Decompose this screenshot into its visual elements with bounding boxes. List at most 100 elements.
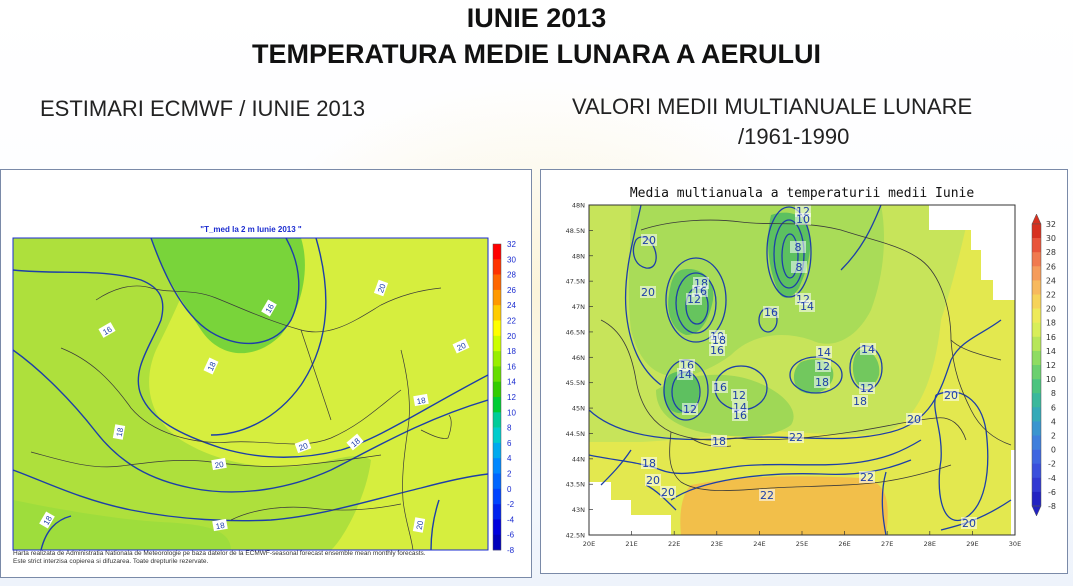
ecmwf-colorbar-swatch [493, 504, 501, 520]
climatology-field-carpathians-east [852, 349, 880, 388]
latitude-tick-label: 46N [572, 354, 585, 362]
climatology-axes: 48N 48.5N 48N 47.5N 47N 46.5N 46N 45.5N 45N 44.5N… [566, 202, 1022, 549]
ecmwf-contour-label: 18 [39, 511, 55, 529]
svg-text:12: 12 [683, 403, 697, 416]
svg-text:8: 8 [796, 261, 803, 274]
svg-text:20: 20 [641, 286, 655, 299]
ecmwf-contour-label: 16 [261, 299, 277, 317]
climatology-contour-label: 12 [859, 382, 875, 395]
climatology-colorbar-tick-label: 12 [1046, 361, 1056, 370]
ecmwf-colorbar-swatch [493, 274, 501, 291]
climatology-colorbar-swatch [1032, 266, 1041, 281]
ecmwf-colorbar-swatch [493, 351, 501, 367]
ecmwf-footnote-line1: Harta realizata de Administratia Nationa… [13, 550, 426, 557]
climatology-contour-label: 16 [763, 306, 779, 319]
ecmwf-colorbar-tick-label: 28 [507, 271, 516, 280]
ecmwf-contour-label: 20 [452, 338, 470, 354]
ecmwf-colorbar-swatch [493, 259, 501, 275]
climatology-contour-label: 20 [906, 413, 922, 426]
ecmwf-map-field-green-west [13, 238, 371, 550]
climatology-colorbar-tick-label: 20 [1046, 305, 1056, 314]
ecmwf-colorbar-tick-label: -2 [507, 500, 515, 509]
climatology-contour-label: 20 [943, 389, 959, 402]
climatology-colorbar-swatch [1032, 463, 1041, 479]
svg-text:12: 12 [816, 360, 830, 373]
climatology-colorbar-swatch [1032, 449, 1041, 464]
latitude-tick-label: 47.5N [566, 278, 585, 286]
latitude-tick-label: 46.5N [566, 328, 585, 336]
latitude-tick-label: 48N [572, 252, 585, 260]
climatology-colorbar-swatch [1032, 252, 1041, 267]
longitude-tick-label: 24E [753, 540, 765, 548]
svg-text:20: 20 [944, 389, 958, 402]
ecmwf-colorbar-tick-label: 32 [507, 240, 516, 249]
ecmwf-colorbar-swatch [493, 473, 501, 490]
climatology-colorbar-tick-label: 24 [1046, 276, 1056, 285]
longitude-tick-label: 29E [966, 540, 978, 548]
ecmwf-contour-label: 18 [112, 424, 125, 440]
latitude-tick-label: 42.5N [566, 532, 585, 540]
svg-text:20: 20 [455, 341, 467, 353]
climatology-contour-label: 18 [711, 435, 727, 448]
ecmwf-colorbar-swatch [493, 458, 501, 474]
climatology-contour-label: 8 [791, 261, 807, 274]
climatology-contour-label: 14 [816, 346, 832, 359]
ecmwf-colorbar-tick-label: 2 [507, 470, 512, 479]
climatology-contour-label: 22 [759, 489, 775, 502]
ecmwf-colorbar-tick-label: 8 [507, 424, 512, 433]
longitude-tick-label: 21E [625, 540, 637, 548]
ecmwf-colorbar-swatch [493, 335, 501, 352]
climatology-colorbar-tick-label: 14 [1046, 347, 1056, 356]
climatology-contour-label: 12 [815, 360, 831, 373]
climatology-contour-label: 18 [814, 376, 830, 389]
climatology-colorbar-tick-label: 32 [1046, 220, 1056, 229]
latitude-tick-label: 44.5N [566, 430, 585, 438]
longitude-tick-label: 26E [838, 540, 850, 548]
svg-text:14: 14 [678, 368, 692, 381]
climatology-colorbar-tick-label: 4 [1051, 417, 1056, 426]
ecmwf-colorbar-swatch [493, 442, 501, 459]
svg-text:16: 16 [710, 344, 724, 357]
ecmwf-contour-label: 18 [413, 393, 429, 406]
longitude-tick-label: 28E [924, 540, 936, 548]
ecmwf-colorbar-swatch [493, 381, 501, 398]
climatology-colorbar-swatch [1032, 421, 1041, 436]
climatology-colorbar-tick-label: 18 [1046, 319, 1056, 328]
climatology-map-field: 1210881214201816121016201816141216141218… [589, 205, 1015, 535]
climatology-no-data-east [1011, 450, 1015, 535]
ecmwf-contours [13, 238, 488, 550]
ecmwf-colorbar-swatch [493, 397, 501, 413]
ecmwf-colorbar-tick-label: -4 [507, 515, 515, 524]
climatology-colorbar-swatch [1032, 435, 1041, 450]
ecmwf-colorbar-swatch [493, 366, 501, 382]
svg-text:14: 14 [800, 300, 814, 313]
latitude-tick-label: 45N [572, 405, 585, 413]
climatology-contour-label: 22 [788, 431, 804, 444]
ecmwf-colorbar-tick-label: 6 [507, 439, 512, 448]
climatology-contour-label: 20 [660, 486, 676, 499]
ecmwf-colorbar-swatch [493, 427, 501, 444]
climatology-colorbar-swatch [1032, 224, 1041, 239]
climatology-contour-label: 20 [640, 286, 656, 299]
svg-text:18: 18 [215, 521, 226, 532]
page-title: IUNIE 2013 [466, 3, 607, 33]
ecmwf-colorbar-tick-label: 20 [507, 332, 516, 341]
longitude-tick-label: 27E [881, 540, 893, 548]
ecmwf-map-frame [12, 237, 489, 551]
longitude-tick-label: 20E [583, 540, 595, 548]
climatology-colorbar-top-arrow [1031, 213, 1042, 225]
climatology-no-data-northeast [929, 205, 1015, 300]
longitude-tick-label: 22E [668, 540, 680, 548]
climatology-colorbar-swatch [1032, 379, 1041, 394]
climatology-contour-label: 20 [641, 234, 657, 247]
climatology-field-carpathians-southwest [663, 371, 700, 414]
longitude-tick-label: 23E [711, 540, 723, 548]
ecmwf-forecast-map: "T_med la 2 m Iunie 2013 " [12, 225, 516, 555]
latitude-tick-label: 43N [572, 506, 585, 514]
climatology-colorbar-tick-label: -2 [1048, 460, 1056, 469]
ecmwf-contour-label: 18 [212, 518, 228, 532]
ecmwf-colorbar-tick-label: 16 [507, 362, 516, 371]
ecmwf-map-field-green-north [151, 238, 305, 354]
